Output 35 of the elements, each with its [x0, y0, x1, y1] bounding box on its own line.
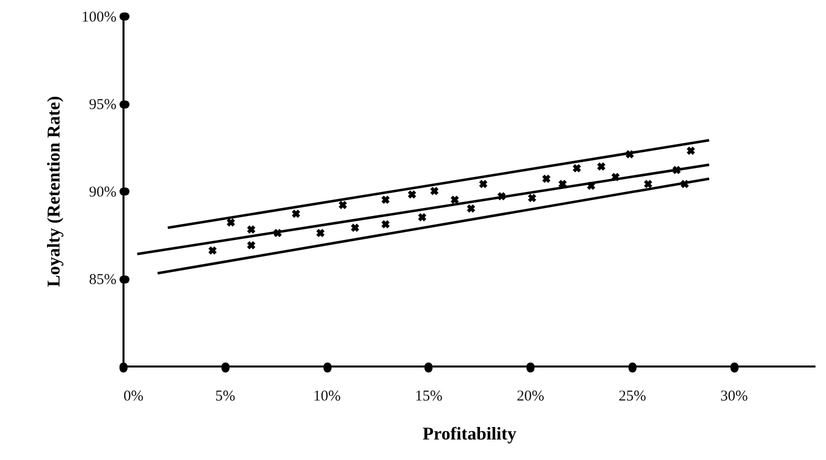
y-axis-title: Loyalty (Retention Rate)	[44, 96, 64, 287]
point	[381, 220, 390, 228]
point	[350, 224, 360, 232]
point	[597, 162, 606, 171]
point	[542, 174, 550, 183]
point	[430, 186, 439, 196]
point	[208, 246, 217, 255]
point	[466, 204, 476, 213]
point	[338, 200, 347, 210]
point	[247, 241, 256, 250]
point	[572, 164, 582, 172]
point	[418, 213, 426, 222]
point	[316, 228, 325, 238]
y-tick-label: 100%	[82, 10, 116, 26]
point	[247, 225, 256, 234]
x-tick-label: 25%	[618, 388, 646, 404]
y-tick-label: 90%	[89, 184, 116, 200]
x-tick-label: 15%	[415, 388, 443, 404]
x-tick-label: 5%	[215, 388, 236, 404]
x-axis-title: Profitability	[422, 424, 516, 444]
y-tick-label: 85%	[89, 272, 116, 288]
point	[528, 194, 536, 202]
x-tick-label: 20%	[516, 388, 544, 404]
x-tick-label: 10%	[313, 388, 341, 404]
y-tick-label: 95%	[89, 97, 116, 113]
point	[686, 146, 695, 155]
point	[292, 210, 300, 218]
point	[381, 196, 390, 204]
x-tick-label: 0%	[124, 388, 144, 404]
point	[408, 190, 416, 199]
point	[479, 180, 488, 188]
point	[226, 218, 236, 227]
point	[644, 180, 652, 188]
point	[450, 196, 459, 204]
x-tick-label: 30%	[720, 388, 748, 404]
